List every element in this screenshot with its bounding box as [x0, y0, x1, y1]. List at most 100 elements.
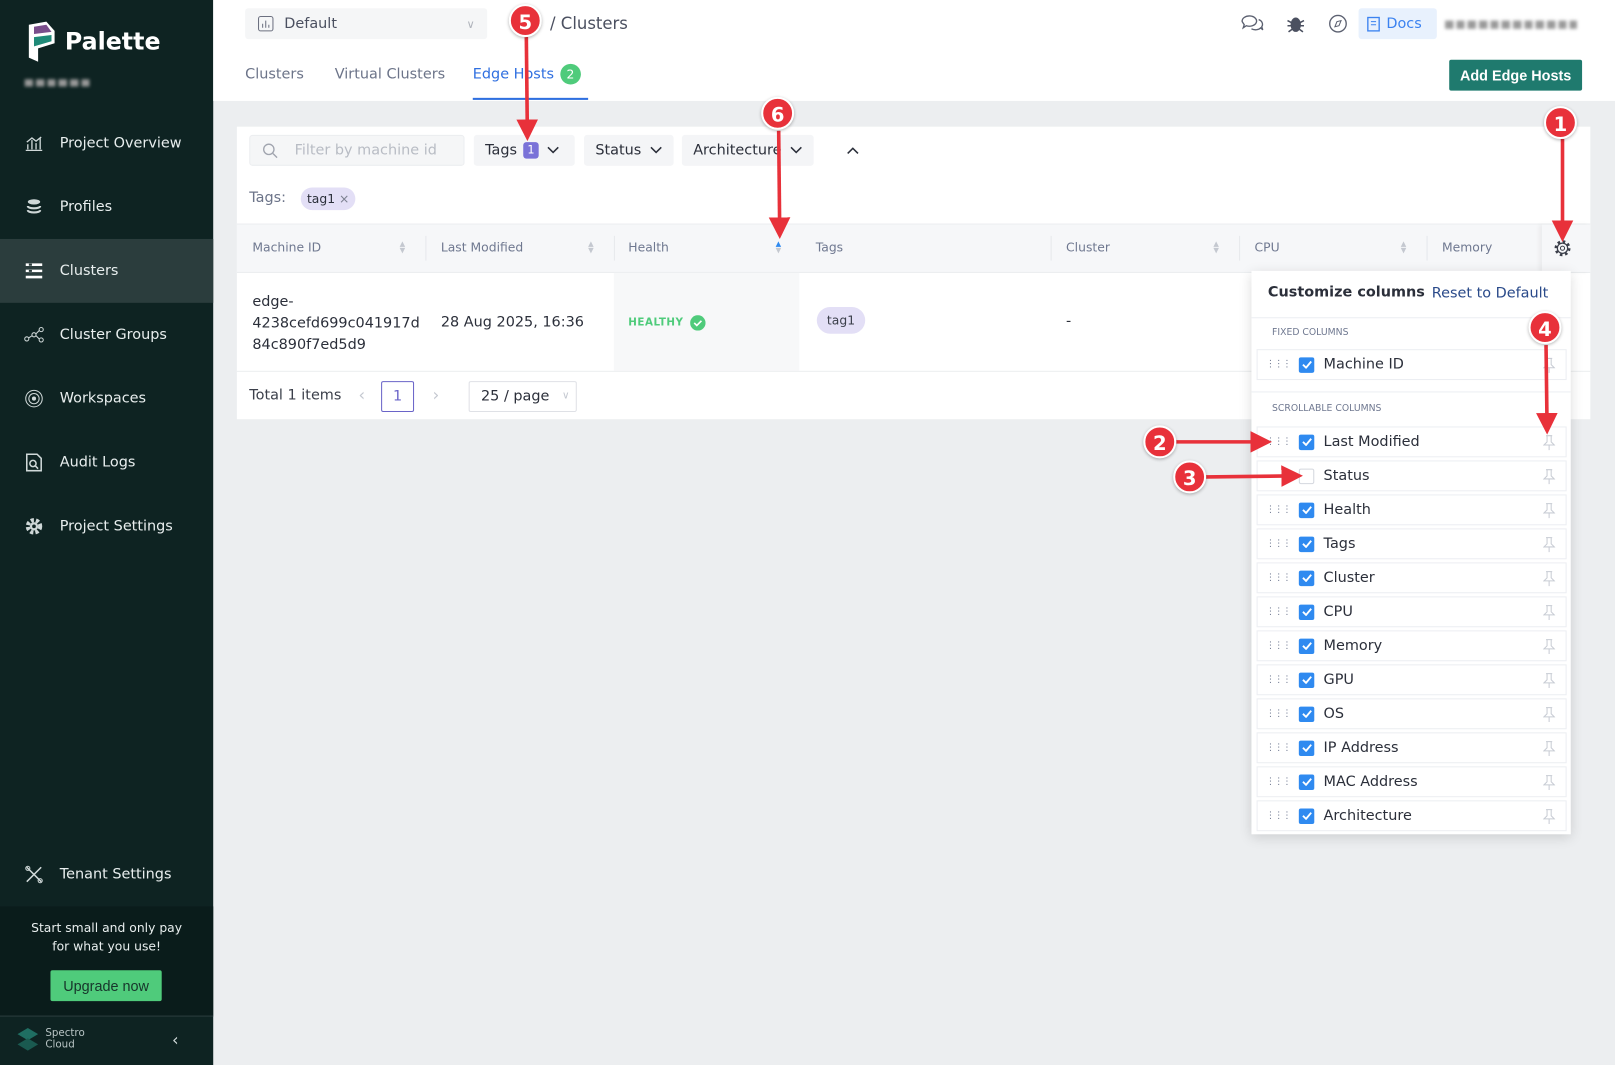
column-header-cpu[interactable]: CPU: [1254, 239, 1280, 255]
pin-icon[interactable]: [1542, 741, 1556, 757]
gear-icon[interactable]: [1553, 239, 1572, 258]
tab-edge-hosts[interactable]: Edge Hosts 2: [473, 63, 581, 85]
pin-icon[interactable]: [1542, 469, 1556, 485]
add-edge-hosts-button[interactable]: Add Edge Hosts: [1449, 59, 1583, 91]
sidebar-item-workspaces[interactable]: Workspaces: [0, 367, 213, 431]
page-1-button[interactable]: 1: [381, 381, 415, 412]
column-option[interactable]: ⋮⋮⋮ GPU: [1256, 664, 1567, 696]
sort-icon[interactable]: ▲ ▼: [399, 239, 406, 255]
column-header-last-modified[interactable]: Last Modified: [440, 239, 524, 255]
pin-icon[interactable]: [1542, 673, 1556, 689]
column-checkbox[interactable]: [1298, 536, 1315, 552]
drag-handle-icon[interactable]: ⋮⋮⋮: [1265, 640, 1292, 651]
user-name-redacted[interactable]: [1445, 20, 1577, 29]
column-option-label: Machine ID: [1323, 356, 1404, 373]
column-option[interactable]: ⋮⋮⋮ Tags: [1256, 528, 1567, 560]
drag-handle-icon[interactable]: ⋮⋮⋮: [1265, 572, 1292, 583]
sidebar-item-project-overview[interactable]: Project Overview: [0, 111, 213, 175]
check-circle-icon: [689, 315, 706, 331]
remove-chip-icon[interactable]: ×: [339, 191, 350, 206]
bug-icon[interactable]: [1286, 13, 1305, 34]
chart-icon: [24, 133, 45, 154]
project-selector[interactable]: Default ∨: [245, 8, 488, 40]
sidebar-item-project-settings[interactable]: Project Settings: [0, 494, 213, 558]
column-option[interactable]: ⋮⋮⋮ IP Address: [1256, 732, 1567, 764]
pin-icon[interactable]: [1542, 639, 1556, 655]
drag-handle-icon[interactable]: ⋮⋮⋮: [1265, 708, 1292, 719]
drag-handle-icon[interactable]: ⋮⋮⋮: [1265, 742, 1292, 753]
sort-ascending-icon[interactable]: ▲ ▼: [775, 239, 782, 255]
column-option[interactable]: ⋮⋮⋮ Last Modified: [1256, 426, 1567, 458]
column-checkbox[interactable]: [1298, 638, 1315, 654]
pin-icon[interactable]: [1542, 775, 1556, 791]
sort-icon[interactable]: ▲ ▼: [588, 239, 594, 255]
column-header-health[interactable]: Health: [628, 239, 669, 255]
architecture-filter[interactable]: Architecture: [681, 134, 814, 166]
machine-id-cell[interactable]: edge- 4238cefd699c041917d 84c890f7ed5d9: [252, 291, 419, 356]
column-header-tags[interactable]: Tags: [815, 239, 844, 255]
sidebar-item-profiles[interactable]: Profiles: [0, 175, 213, 239]
upgrade-button[interactable]: Upgrade now: [50, 970, 162, 1002]
sort-icon[interactable]: ▲ ▼: [1400, 239, 1407, 255]
sidebar-item-cluster-groups[interactable]: Cluster Groups: [0, 303, 213, 367]
column-checkbox[interactable]: [1298, 570, 1315, 586]
pin-icon[interactable]: [1542, 809, 1556, 825]
pin-icon[interactable]: [1542, 435, 1556, 451]
chat-icon[interactable]: [1240, 13, 1265, 34]
drag-handle-icon[interactable]: ⋮⋮⋮: [1265, 674, 1292, 685]
column-option[interactable]: ⋮⋮⋮ OS: [1256, 698, 1567, 730]
drag-handle-icon[interactable]: ⋮⋮⋮: [1265, 359, 1292, 370]
drag-handle-icon[interactable]: ⋮⋮⋮: [1265, 538, 1292, 549]
chevron-down-icon: [790, 142, 802, 158]
column-checkbox[interactable]: [1298, 434, 1315, 450]
column-checkbox[interactable]: [1298, 808, 1315, 824]
next-page-icon[interactable]: ›: [432, 385, 440, 405]
column-checkbox[interactable]: [1298, 356, 1315, 373]
column-option[interactable]: ⋮⋮⋮ MAC Address: [1256, 766, 1567, 798]
reset-to-default-link[interactable]: Reset to Default: [1431, 285, 1549, 302]
column-option[interactable]: Status: [1256, 460, 1567, 492]
clusters-icon: [24, 261, 45, 282]
column-checkbox[interactable]: [1298, 604, 1315, 620]
drag-handle-icon[interactable]: ⋮⋮⋮: [1265, 810, 1292, 821]
stack-icon: [24, 197, 45, 218]
tab-label: Virtual Clusters: [334, 65, 446, 83]
tab-virtual-clusters[interactable]: Virtual Clusters: [335, 66, 445, 82]
drag-handle-icon[interactable]: ⋮⋮⋮: [1265, 776, 1292, 787]
pin-icon[interactable]: [1542, 707, 1556, 723]
column-option[interactable]: ⋮⋮⋮ CPU: [1256, 596, 1567, 628]
page-size-select[interactable]: 25 / page ∨: [468, 381, 577, 412]
column-checkbox[interactable]: [1298, 774, 1315, 790]
column-option[interactable]: ⋮⋮⋮ Health: [1256, 494, 1567, 526]
sidebar-item-tenant-settings[interactable]: Tenant Settings: [0, 843, 213, 907]
sort-icon[interactable]: ▲ ▼: [1213, 239, 1219, 255]
sidebar-item-audit-logs[interactable]: Audit Logs: [0, 431, 213, 495]
compass-icon[interactable]: [1329, 14, 1348, 33]
drag-handle-icon[interactable]: ⋮⋮⋮: [1265, 436, 1292, 448]
annotation-marker: 2: [1143, 425, 1177, 459]
pin-icon[interactable]: [1542, 571, 1556, 587]
column-header-memory[interactable]: Memory: [1442, 239, 1493, 255]
pin-icon[interactable]: [1542, 537, 1556, 553]
column-checkbox[interactable]: [1298, 706, 1315, 722]
docs-button[interactable]: Docs: [1358, 8, 1437, 40]
pin-icon[interactable]: [1542, 605, 1556, 621]
column-option[interactable]: ⋮⋮⋮ Memory: [1256, 630, 1567, 662]
collapse-filters-icon[interactable]: [847, 146, 859, 155]
sidebar-item-clusters[interactable]: Clusters: [0, 238, 214, 303]
column-header-cluster[interactable]: Cluster: [1066, 239, 1110, 255]
column-checkbox[interactable]: [1298, 740, 1315, 756]
tab-clusters[interactable]: Clusters: [245, 66, 304, 82]
prev-page-icon[interactable]: ‹: [358, 385, 366, 405]
column-checkbox[interactable]: [1298, 502, 1315, 518]
search-input[interactable]: Filter by machine id: [249, 134, 465, 166]
column-option[interactable]: ⋮⋮⋮ Cluster: [1256, 562, 1567, 594]
column-checkbox[interactable]: [1298, 672, 1315, 688]
drag-handle-icon[interactable]: ⋮⋮⋮: [1265, 606, 1292, 617]
column-option[interactable]: ⋮⋮⋮ Architecture: [1256, 800, 1567, 832]
status-filter[interactable]: Status: [584, 134, 674, 166]
drag-handle-icon[interactable]: ⋮⋮⋮: [1265, 504, 1292, 515]
pin-icon[interactable]: [1542, 503, 1556, 519]
collapse-sidebar-icon[interactable]: ‹: [172, 1030, 179, 1050]
column-header-machine-id[interactable]: Machine ID: [252, 239, 322, 255]
